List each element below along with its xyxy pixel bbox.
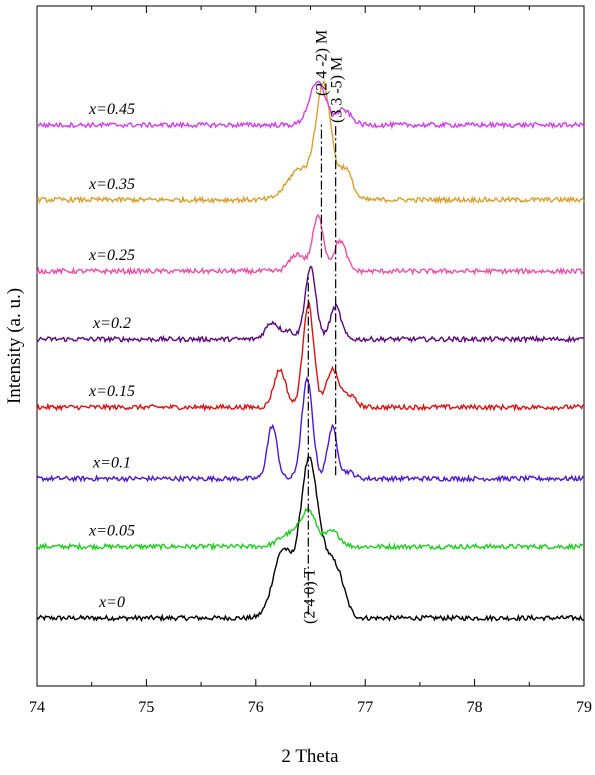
series-label-5: x=0.25 bbox=[88, 247, 135, 264]
x-axis-label: 2 Theta bbox=[281, 746, 339, 767]
series-label-0: x=0 bbox=[98, 594, 125, 611]
series-line-0 bbox=[36, 456, 585, 623]
series-label-1: x=0.05 bbox=[88, 523, 135, 540]
x-tick-label-5: 79 bbox=[576, 699, 592, 716]
series-line-5 bbox=[36, 213, 585, 276]
series-line-2 bbox=[36, 375, 585, 484]
reference-lines bbox=[307, 121, 337, 615]
series-line-4 bbox=[36, 265, 585, 344]
series-line-3 bbox=[36, 301, 585, 412]
peak-annotation-1: (3 3 -5) M bbox=[329, 57, 346, 123]
series-label-7: x=0.45 bbox=[88, 101, 135, 118]
x-axis-ticks: 74 75 76 77 78 79 bbox=[29, 6, 592, 716]
series-layer bbox=[36, 79, 585, 623]
series-label-3: x=0.15 bbox=[88, 383, 135, 400]
x-tick-label-1: 75 bbox=[138, 699, 154, 716]
x-tick-label-4: 78 bbox=[467, 699, 483, 716]
y-axis-label: Intensity (a. u.) bbox=[4, 288, 25, 404]
peak-annotations: (2 4 -2) M(3 3 -5) M (2 4 0) T bbox=[301, 30, 345, 624]
series-line-1 bbox=[36, 506, 584, 552]
series-labels: x=0 x=0.05 x=0.1 x=0.15 x=0.2 x=0.25 x=0.35 x=0… bbox=[88, 101, 135, 611]
series-line-7 bbox=[36, 80, 585, 130]
x-tick-label-0: 74 bbox=[29, 699, 45, 716]
x-tick-label-2: 76 bbox=[248, 699, 264, 716]
peak-annotation-2: (2 4 0) T bbox=[301, 568, 318, 624]
series-line-6 bbox=[36, 79, 585, 205]
x-tick-label-3: 77 bbox=[357, 699, 373, 716]
series-label-4: x=0.2 bbox=[92, 315, 131, 332]
peak-annotation-0: (2 4 -2) M bbox=[313, 30, 330, 96]
series-label-2: x=0.1 bbox=[92, 455, 131, 472]
series-label-6: x=0.35 bbox=[88, 176, 135, 193]
